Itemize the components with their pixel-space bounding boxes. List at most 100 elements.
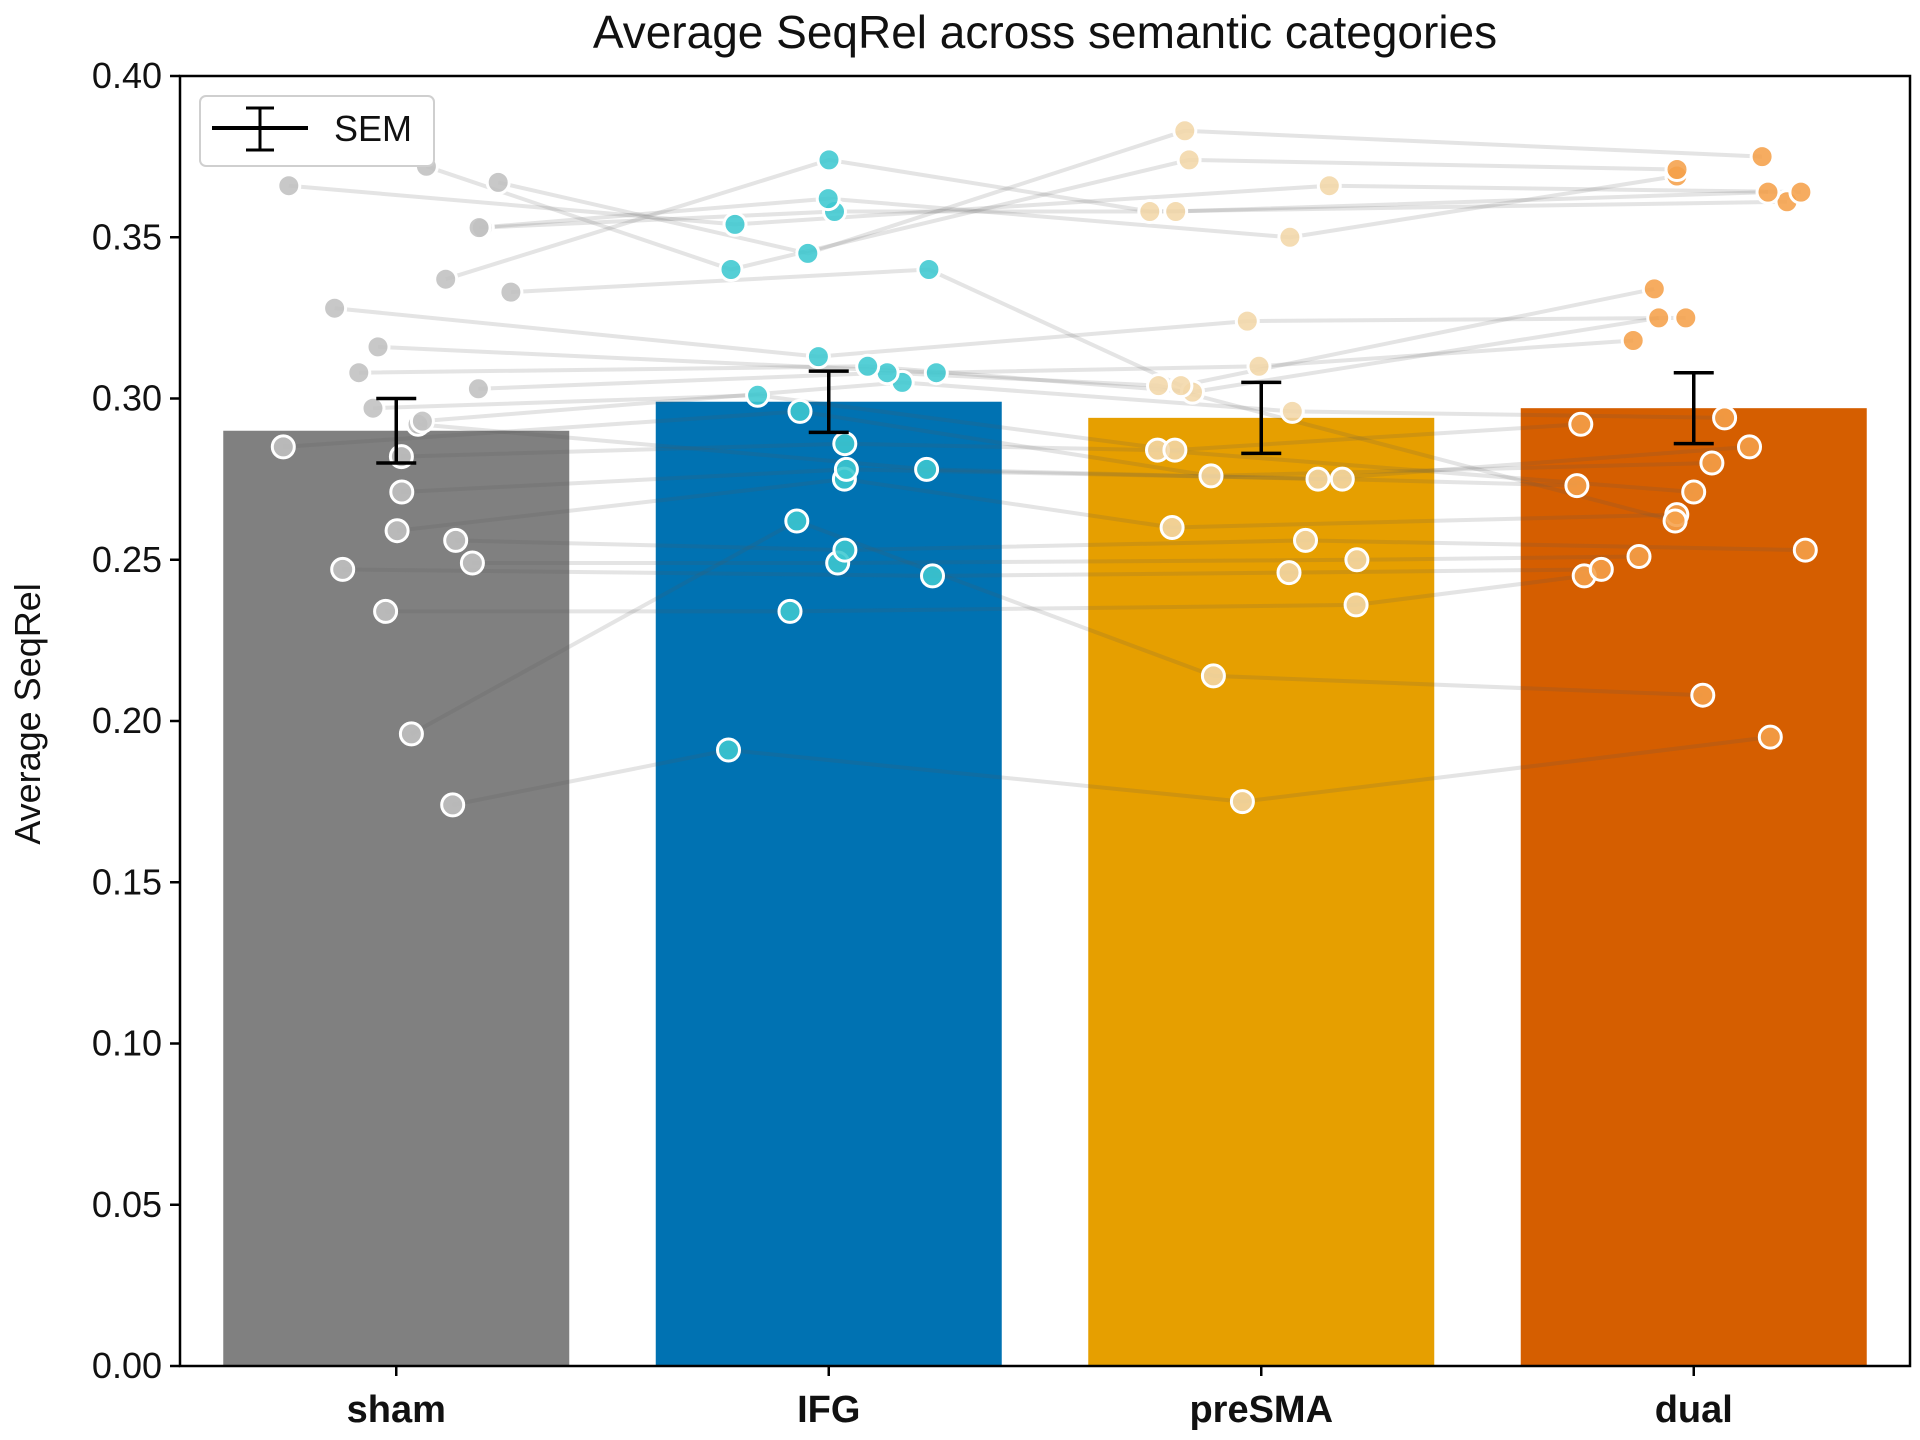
subject-line-19 xyxy=(445,157,1788,282)
subject-dot-preSMA-2 xyxy=(1200,663,1226,689)
subject-dot-dual-12 xyxy=(1712,405,1738,431)
subject-dot-IFG-3 xyxy=(777,598,803,624)
subject-dot-dual-15 xyxy=(1646,305,1672,331)
subject-line-7 xyxy=(396,477,1677,533)
subject-dot-dual-13 xyxy=(1568,411,1594,437)
subject-dot-dual-22 xyxy=(1788,179,1814,205)
subject-dot-IFG-23 xyxy=(718,257,744,282)
y-tick-label-6: 0.30 xyxy=(92,378,162,419)
y-tick-label-7: 0.35 xyxy=(92,216,162,257)
y-tick-label-2: 0.10 xyxy=(92,1023,162,1064)
subject-lines-layer xyxy=(283,128,1806,807)
subject-line-10 xyxy=(283,409,1712,478)
subject-dot-preSMA-5 xyxy=(1344,547,1370,573)
subject-line-14 xyxy=(478,370,1676,523)
subject-dot-dual-11 xyxy=(1737,434,1762,460)
subject-dot-sham-6 xyxy=(443,527,469,553)
subject-dot-preSMA-3 xyxy=(1343,592,1369,618)
subject-dot-preSMA-12 xyxy=(1279,398,1305,424)
subject-line-4 xyxy=(342,567,1602,578)
subject-line-24 xyxy=(497,128,1763,256)
subject-dot-sham-22 xyxy=(276,173,302,199)
subject-line-18 xyxy=(510,267,1655,388)
subject-dot-sham-24 xyxy=(485,169,511,195)
subject-line-1 xyxy=(452,735,1771,807)
subject-line-13 xyxy=(372,393,1581,453)
subject-dot-IFG-2 xyxy=(784,508,810,534)
subject-dot-preSMA-23 xyxy=(1176,147,1202,173)
y-axis-label: Average SeqRel xyxy=(7,583,48,845)
subject-dot-sham-17 xyxy=(322,295,348,321)
bar-preSMA xyxy=(1088,417,1435,1367)
subject-dot-preSMA-20 xyxy=(1163,199,1189,224)
subject-dot-dual-5 xyxy=(1626,544,1652,569)
subject-dot-dual-6 xyxy=(1792,537,1818,563)
legend: SEM xyxy=(199,95,435,167)
subject-dot-preSMA-6 xyxy=(1293,527,1318,553)
subject-dot-dual-1 xyxy=(1757,724,1783,750)
subject-dot-sham-1 xyxy=(440,792,466,818)
subject-dot-preSMA-16 xyxy=(1246,353,1272,379)
error-bars-layer xyxy=(376,369,1714,465)
subject-dot-IFG-4 xyxy=(920,563,945,589)
subject-line-12 xyxy=(422,380,1725,424)
subject-dot-sham-10 xyxy=(270,434,296,460)
subject-dot-IFG-11 xyxy=(914,456,940,482)
subject-dot-dual-14 xyxy=(1662,508,1688,534)
y-tick-label-4: 0.20 xyxy=(92,700,162,741)
chart-title: Average SeqRel across semantic categorie… xyxy=(593,6,1497,58)
subject-line-22 xyxy=(288,183,1801,227)
subject-dot-IFG-15 xyxy=(855,353,881,379)
x-tick-label-IFG: IFG xyxy=(797,1389,860,1431)
subject-dot-IFG-9 xyxy=(832,431,858,457)
bar-sham xyxy=(223,430,570,1366)
subject-dot-preSMA-14 xyxy=(1146,373,1171,399)
subject-dot-preSMA-11 xyxy=(1305,466,1331,492)
subject-line-5 xyxy=(472,554,1640,565)
subject-line-21 xyxy=(478,174,1678,240)
subject-dot-dual-2 xyxy=(1690,682,1716,708)
subject-line-6 xyxy=(455,538,1806,553)
subject-dot-preSMA-10 xyxy=(1198,463,1224,489)
subject-dot-sham-5 xyxy=(459,550,485,576)
subject-dot-preSMA-19 xyxy=(1137,199,1163,224)
subject-dots-layer xyxy=(270,118,1818,818)
subject-dot-sham-15 xyxy=(346,360,372,386)
subject-dot-preSMA-18 xyxy=(1168,373,1194,399)
subject-dot-sham-19 xyxy=(433,266,459,292)
subject-dot-dual-8 xyxy=(1564,473,1590,499)
subject-dot-sham-3 xyxy=(373,598,399,624)
legend-label: SEM xyxy=(334,108,412,149)
subject-dot-sham-8 xyxy=(389,479,415,505)
subject-dot-IFG-19 xyxy=(816,147,842,173)
y-tick-label-5: 0.25 xyxy=(92,539,162,580)
subject-dot-IFG-6 xyxy=(832,537,858,563)
subject-dot-preSMA-8 xyxy=(1329,466,1355,492)
y-tick-label-1: 0.05 xyxy=(92,1184,162,1225)
subject-dot-preSMA-7 xyxy=(1159,515,1185,540)
subject-dot-preSMA-17 xyxy=(1234,308,1260,334)
subject-dot-dual-20 xyxy=(1755,179,1781,205)
subject-dot-IFG-1 xyxy=(716,737,741,763)
subject-dot-IFG-21 xyxy=(815,186,841,212)
subject-dot-dual-4 xyxy=(1588,556,1614,582)
subject-line-15 xyxy=(358,315,1660,395)
subject-dot-sham-2 xyxy=(398,721,424,747)
subject-dot-dual-18 xyxy=(1641,276,1667,302)
x-tick-label-dual: dual xyxy=(1655,1389,1733,1431)
subject-dot-sham-14 xyxy=(465,376,491,402)
bars-layer xyxy=(223,401,1867,1367)
subject-dot-sham-13 xyxy=(360,395,386,421)
subject-dot-IFG-17 xyxy=(805,344,831,370)
subject-dot-preSMA-1 xyxy=(1229,789,1255,815)
subject-dot-IFG-10 xyxy=(787,398,813,424)
subject-dot-dual-16 xyxy=(1620,328,1646,353)
subject-line-16 xyxy=(377,338,1634,375)
subject-dot-sham-16 xyxy=(365,334,391,360)
subject-line-17 xyxy=(334,306,1686,359)
subject-dot-dual-17 xyxy=(1673,305,1699,331)
subject-dot-IFG-24 xyxy=(795,240,821,266)
subject-dot-IFG-8 xyxy=(833,456,859,482)
subject-dot-IFG-13 xyxy=(745,382,771,408)
